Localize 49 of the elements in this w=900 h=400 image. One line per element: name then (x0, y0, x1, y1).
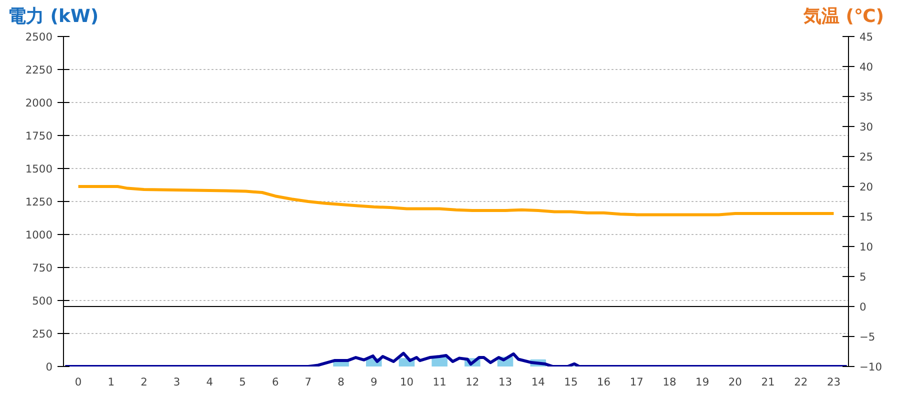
y-tick-label: 1500 (25, 162, 53, 176)
y-tick-label: 250 (32, 328, 53, 340)
x-tick-label: 21 (761, 376, 775, 388)
x-tick-label: 3 (173, 376, 180, 388)
y-axis-title: 電力 (kW) (8, 5, 99, 29)
y2-tick-label: 25 (860, 150, 874, 164)
x-tick-label: 11 (432, 376, 446, 388)
y2-tick-label: 35 (860, 90, 874, 104)
y-tick-label: 2000 (25, 96, 53, 110)
y2-axis-title: 気温 (℃) (803, 5, 884, 29)
y2-tick-label: −10 (860, 360, 882, 374)
x-tick-label: 4 (206, 376, 214, 388)
x-tick-label: 10 (400, 376, 414, 388)
x-tick-label: 16 (597, 376, 611, 388)
x-tick-label: 19 (696, 376, 710, 388)
y-tick-label: 1000 (25, 228, 53, 242)
x-tick-label: 18 (662, 376, 676, 388)
y2-tick-label: 30 (860, 120, 874, 134)
y-tick-label: 1250 (25, 196, 53, 208)
y-tick-label: 0 (46, 360, 53, 374)
y2-tick-label: 20 (860, 180, 874, 194)
y2-tick-label: 45 (860, 30, 874, 44)
y-tick-label: 500 (32, 294, 53, 308)
x-tick-label: 8 (338, 376, 345, 388)
x-tick-label: 7 (304, 376, 312, 388)
x-tick-label: 2 (140, 376, 148, 388)
x-tick-label: 6 (272, 376, 279, 388)
y2-tick-label: −5 (860, 330, 876, 344)
x-tick-label: 14 (531, 376, 546, 388)
x-tick-label: 23 (826, 376, 840, 388)
y-tick-label: 750 (32, 262, 53, 274)
x-tick-label: 12 (466, 376, 480, 388)
y2-tick-label: 40 (860, 60, 874, 74)
x-tick-label: 17 (630, 376, 644, 388)
y-tick-label: 1750 (25, 130, 53, 142)
y-tick-label: 2500 (25, 30, 53, 44)
x-tick-label: 13 (498, 376, 512, 388)
x-tick-label: 22 (794, 376, 808, 388)
x-tick-label: 0 (74, 376, 82, 388)
y-tick-label: 2250 (25, 64, 53, 76)
y2-tick-label: 0 (860, 300, 866, 314)
x-tick-label: 20 (728, 376, 742, 388)
x-tick-label: 1 (108, 376, 115, 388)
x-tick-label: 9 (370, 376, 378, 388)
x-tick-label: 5 (239, 376, 246, 388)
y2-tick-label: 15 (860, 210, 874, 224)
x-tick-label: 15 (564, 376, 578, 388)
y2-tick-label: 5 (860, 270, 866, 284)
y2-tick-label: 10 (860, 240, 874, 254)
